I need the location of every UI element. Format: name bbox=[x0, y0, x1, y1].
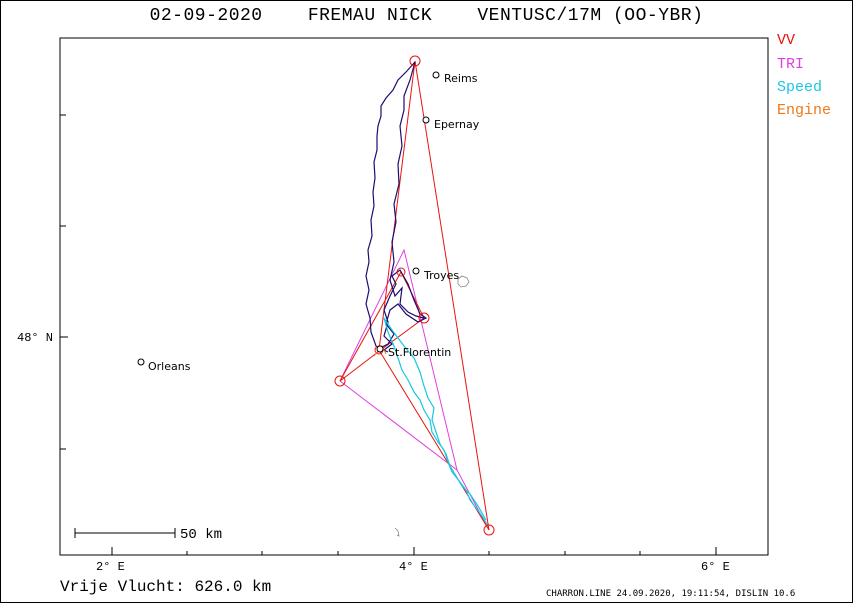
x-ticks bbox=[111, 547, 717, 555]
chart-title: 02-09-2020 FREMAU NICK VENTUSC/17M (OO-Y… bbox=[0, 6, 853, 26]
city-label-troyes: Troyes bbox=[424, 269, 460, 282]
x-tick-label-2e: 2° E bbox=[96, 560, 125, 574]
scale-bar bbox=[74, 528, 176, 538]
speed-track bbox=[383, 317, 489, 527]
airspace-shape bbox=[457, 275, 470, 288]
distance-label: Vrije Vlucht: bbox=[60, 578, 185, 596]
city-marker-orleans bbox=[137, 358, 145, 366]
city-markers bbox=[137, 71, 440, 366]
terrain-mark bbox=[394, 527, 400, 537]
engine-mark bbox=[373, 345, 387, 357]
city-marker-reims bbox=[432, 71, 440, 79]
flight-track-return bbox=[389, 61, 425, 319]
city-label-orleans: Orleans bbox=[148, 360, 191, 373]
city-label-reims: Reims bbox=[444, 72, 478, 85]
distance-summary: Vrije Vlucht: 626.0 km bbox=[60, 578, 271, 596]
city-label-stflorentin: St.Florentin bbox=[388, 346, 452, 359]
x-tick-label-4e: 4° E bbox=[399, 560, 428, 574]
flight-date: 02-09-2020 bbox=[149, 6, 263, 26]
legend-engine: Engine bbox=[777, 102, 832, 119]
distance-value: 626.0 km bbox=[194, 578, 272, 596]
city-marker-stflorentin bbox=[376, 345, 384, 353]
legend-tri: TRI bbox=[777, 56, 805, 73]
tri-route bbox=[339, 248, 490, 531]
credit-line: CHARRON.LINE 24.09.2020, 19:11:54, DISLI… bbox=[546, 589, 796, 599]
y-tick-label-48n: 48° N bbox=[17, 331, 54, 345]
glider-name: VENTUSC/17M (OO-YBR) bbox=[477, 6, 704, 26]
flight-track bbox=[365, 61, 428, 353]
y-ticks bbox=[60, 114, 68, 450]
city-marker-troyes bbox=[412, 267, 420, 275]
x-tick-label-6e: 6° E bbox=[701, 560, 730, 574]
scale-bar-label: 50 km bbox=[180, 527, 223, 543]
legend-speed: Speed bbox=[777, 79, 823, 96]
turnpoints bbox=[334, 55, 495, 536]
pilot-name: FREMAU NICK bbox=[307, 6, 433, 26]
city-marker-epernay bbox=[422, 116, 430, 124]
legend-vv: VV bbox=[777, 32, 796, 49]
city-label-epernay: Epernay bbox=[434, 118, 480, 131]
plot-area bbox=[59, 37, 769, 556]
